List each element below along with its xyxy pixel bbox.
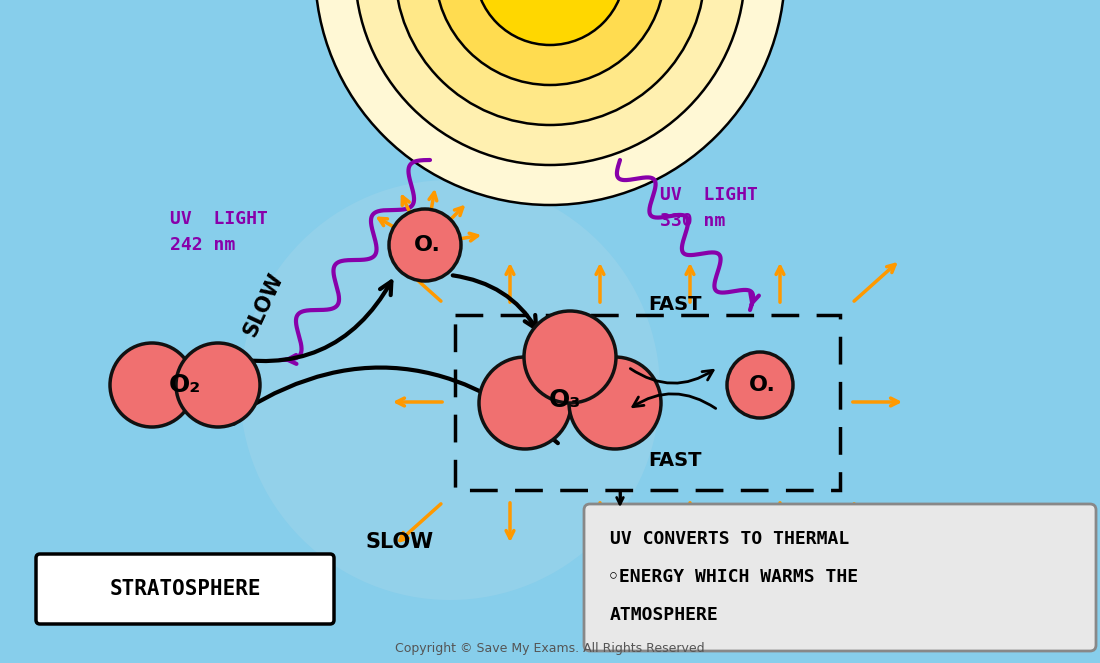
Circle shape: [395, 0, 705, 125]
Circle shape: [110, 343, 194, 427]
Bar: [455, 315, 840, 490]
Circle shape: [434, 0, 666, 85]
Text: UV  LIGHT
242 nm: UV LIGHT 242 nm: [170, 210, 268, 253]
Text: SLOW: SLOW: [366, 532, 434, 552]
Text: STRATOSPHERE: STRATOSPHERE: [109, 579, 261, 599]
FancyBboxPatch shape: [584, 504, 1096, 651]
Text: Copyright © Save My Exams. All Rights Reserved: Copyright © Save My Exams. All Rights Re…: [395, 642, 705, 655]
Circle shape: [569, 357, 661, 449]
Circle shape: [727, 352, 793, 418]
Text: SLOW: SLOW: [240, 270, 286, 340]
Circle shape: [389, 209, 461, 281]
Circle shape: [240, 180, 660, 600]
FancyBboxPatch shape: [36, 554, 334, 624]
Text: O.: O.: [749, 375, 775, 395]
Circle shape: [475, 0, 625, 45]
Text: UV  LIGHT
330 nm: UV LIGHT 330 nm: [660, 186, 758, 229]
Text: UV CONVERTS TO THERMAL: UV CONVERTS TO THERMAL: [610, 530, 849, 548]
Text: ATMOSPHERE: ATMOSPHERE: [610, 606, 718, 624]
Circle shape: [524, 311, 616, 403]
Text: O₃: O₃: [549, 388, 581, 412]
Text: ◦ENERGY WHICH WARMS THE: ◦ENERGY WHICH WARMS THE: [608, 568, 858, 586]
Circle shape: [176, 343, 260, 427]
Circle shape: [315, 0, 785, 205]
Text: FAST: FAST: [648, 450, 702, 469]
Circle shape: [478, 357, 571, 449]
Text: O.: O.: [414, 235, 440, 255]
Text: O₂: O₂: [169, 373, 201, 397]
Circle shape: [355, 0, 745, 165]
Text: FAST: FAST: [648, 296, 702, 314]
